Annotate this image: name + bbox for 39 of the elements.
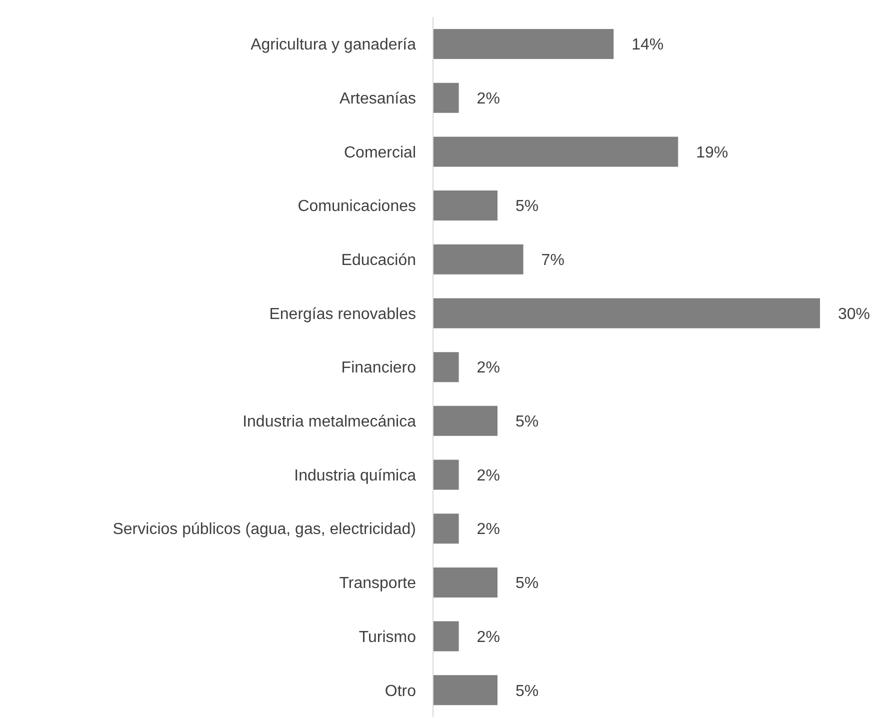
data-label: 2% xyxy=(476,90,500,108)
y-tick-label: Artesanías xyxy=(340,90,416,108)
bar xyxy=(433,567,498,598)
data-label: 5% xyxy=(516,198,539,216)
y-tick-label: Agricultura y ganadería xyxy=(250,36,416,54)
data-label: 14% xyxy=(632,36,664,54)
y-tick-label: Energías renovables xyxy=(269,306,416,323)
bar xyxy=(433,621,459,652)
bar xyxy=(433,29,614,59)
bar xyxy=(433,406,498,436)
y-tick-label: Servicios públicos (agua, gas, electricidad) xyxy=(112,521,416,538)
data-label: 5% xyxy=(516,682,539,700)
y-tick-label: Industria química xyxy=(294,467,416,484)
y-tick-label: Comercial xyxy=(344,144,416,162)
y-tick-label: Turismo xyxy=(358,628,416,646)
data-label: 2% xyxy=(476,628,500,646)
bar xyxy=(433,82,459,113)
bar xyxy=(433,675,498,706)
data-label: 5% xyxy=(516,414,539,431)
bar xyxy=(433,136,678,167)
y-tick-label: Industria metalmecánica xyxy=(242,414,416,431)
bar xyxy=(433,190,498,221)
y-tick-label: Transporte xyxy=(339,575,416,592)
data-label: 2% xyxy=(476,521,500,538)
data-label: 30% xyxy=(838,306,870,323)
y-tick-label: Educación xyxy=(341,252,416,269)
data-label: 19% xyxy=(696,144,728,162)
bar xyxy=(433,298,820,328)
bar xyxy=(433,514,459,544)
data-label: 2% xyxy=(476,360,500,377)
data-label: 5% xyxy=(516,575,539,592)
y-tick-label: Otro xyxy=(384,682,416,700)
y-tick-label: Financiero xyxy=(341,360,416,377)
data-label: 2% xyxy=(476,467,500,484)
data-label: 7% xyxy=(541,252,564,269)
y-tick-label: Comunicaciones xyxy=(298,198,416,216)
bar xyxy=(433,244,524,274)
bar xyxy=(433,460,459,490)
bar xyxy=(433,352,459,382)
